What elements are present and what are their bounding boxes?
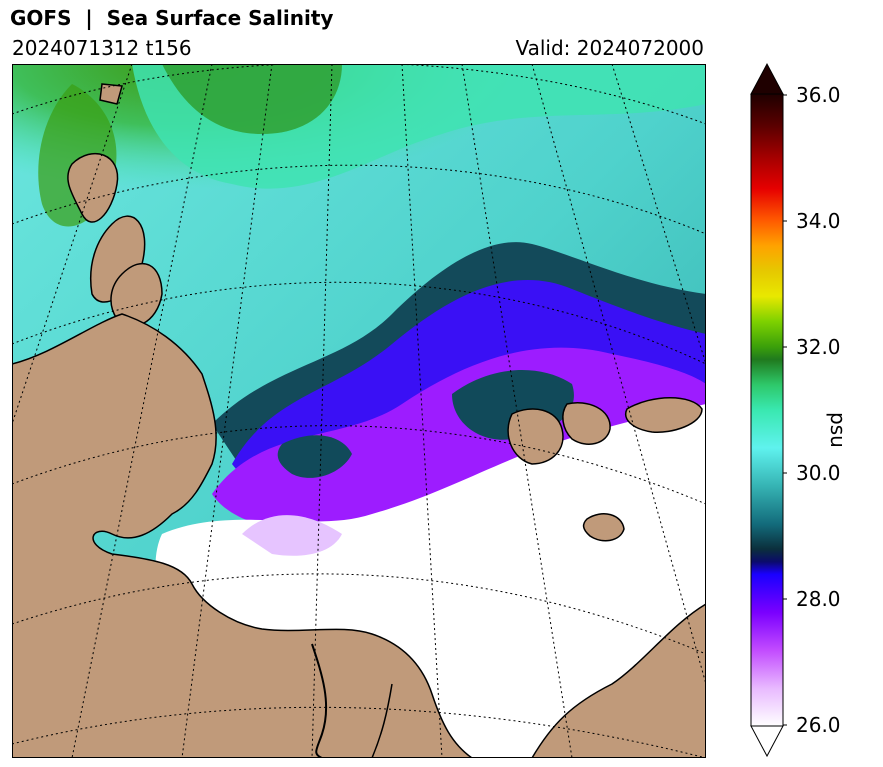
map-title: GOFS | Sea Surface Salinity xyxy=(10,6,334,30)
run-label: 2024071312 t156 xyxy=(12,36,192,60)
colorbar-tick-32: 32.0 xyxy=(796,335,841,359)
valid-label: Valid: 2024072000 xyxy=(515,36,704,60)
colorbar-label: psu xyxy=(826,412,850,448)
colorbar-tick-30: 30.0 xyxy=(796,461,841,485)
land-siberia xyxy=(12,313,474,758)
salinity-map xyxy=(12,64,706,758)
colorbar-tick-36: 36.0 xyxy=(796,83,841,107)
colorbar-tick-26: 26.0 xyxy=(796,713,841,737)
colorbar xyxy=(747,60,789,760)
colorbar-tick-28: 28.0 xyxy=(796,587,841,611)
colorbar-tick-34: 34.0 xyxy=(796,209,841,233)
